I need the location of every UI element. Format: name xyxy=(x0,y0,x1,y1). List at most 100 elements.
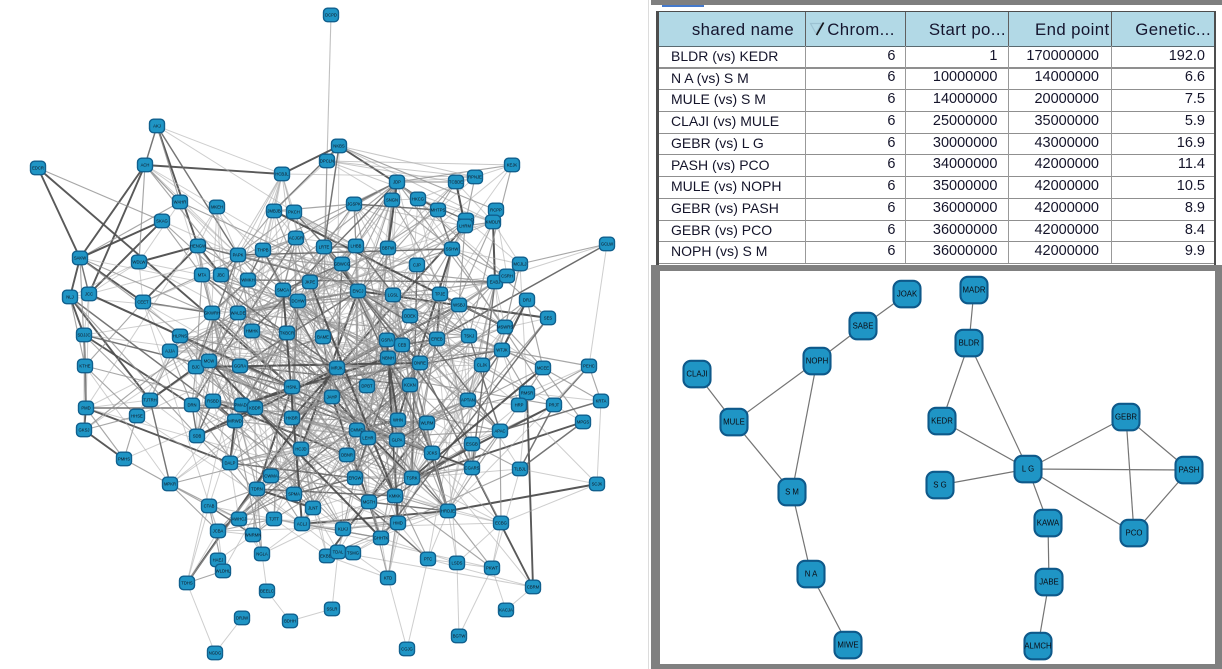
svg-text:CLAJI: CLAJI xyxy=(686,370,707,379)
svg-text:NOPH: NOPH xyxy=(806,357,829,366)
svg-text:JKPE: JKPE xyxy=(305,280,316,285)
svg-text:PCO: PCO xyxy=(1126,529,1143,538)
svg-text:SES: SES xyxy=(544,316,553,321)
svg-text:PMD: PMD xyxy=(81,406,90,411)
svg-text:TSRK: TSRK xyxy=(406,476,417,481)
svg-text:MHTPS: MHTPS xyxy=(431,208,446,213)
svg-text:KCKN: KCKN xyxy=(404,383,416,388)
svg-text:JABE: JABE xyxy=(1039,578,1059,587)
svg-text:JDP: JDP xyxy=(393,180,401,185)
svg-text:KEJK: KEJK xyxy=(507,163,518,168)
svg-text:CJP: CJP xyxy=(413,263,421,268)
svg-text:EREB: EREB xyxy=(431,337,443,342)
svg-text:GSRA: GSRA xyxy=(381,338,393,343)
svg-text:EKBBL: EKBBL xyxy=(320,554,334,559)
svg-text:GGRA: GGRA xyxy=(234,364,247,369)
svg-text:LRTE: LRTE xyxy=(319,245,330,250)
svg-text:RSBD: RSBD xyxy=(207,399,219,404)
svg-text:PMADK: PMADK xyxy=(235,403,250,408)
svg-text:LGSL: LGSL xyxy=(388,293,399,298)
svg-text:WHN: WHN xyxy=(393,418,403,423)
svg-text:WDLW: WDLW xyxy=(133,260,146,265)
svg-text:MPGS: MPGS xyxy=(577,420,590,425)
svg-text:TDHS: TDHS xyxy=(181,581,193,586)
svg-text:JLNT: JLNT xyxy=(308,506,318,511)
svg-text:DRN: DRN xyxy=(187,403,196,408)
svg-text:MCEE: MCEE xyxy=(537,366,549,371)
svg-text:NBNH: NBNH xyxy=(382,356,394,361)
svg-text:TSKJ: TSKJ xyxy=(464,334,474,339)
svg-text:MCJLJ: MCJLJ xyxy=(513,262,526,267)
svg-text:HHSE: HHSE xyxy=(131,414,143,419)
svg-text:KEDR: KEDR xyxy=(931,417,953,426)
svg-text:PASH: PASH xyxy=(1179,466,1200,475)
svg-text:APTAN: APTAN xyxy=(461,398,475,403)
svg-text:WAHR: WAHR xyxy=(174,200,187,205)
svg-text:WLDHL: WLDHL xyxy=(216,569,231,574)
svg-text:HCJD: HCJD xyxy=(295,447,306,452)
svg-text:WNRMN: WNRMN xyxy=(245,533,262,538)
svg-text:MTA: MTA xyxy=(198,273,207,278)
svg-text:MULE: MULE xyxy=(723,418,745,427)
svg-text:TLBJL: TLBJL xyxy=(514,467,527,472)
svg-text:WALDE: WALDE xyxy=(231,311,246,316)
svg-text:THPB: THPB xyxy=(257,248,268,253)
svg-text:HAEJ: HAEJ xyxy=(213,558,224,563)
svg-text:CBRM: CBRM xyxy=(527,585,540,590)
svg-text:TPJE: TPJE xyxy=(435,292,445,297)
svg-text:AWHCJ: AWHCJ xyxy=(232,517,247,522)
svg-text:CLJK: CLJK xyxy=(477,363,487,368)
svg-text:HSNL: HSNL xyxy=(286,385,298,390)
svg-text:GBWCG: GBWCG xyxy=(334,262,350,267)
svg-text:GHHTK: GHHTK xyxy=(374,536,389,541)
svg-text:AKJ: AKJ xyxy=(153,124,161,129)
svg-text:KLKJ: KLKJ xyxy=(338,527,348,532)
svg-text:CWMA: CWMA xyxy=(264,474,277,479)
svg-text:SAKW: SAKW xyxy=(74,256,86,261)
svg-text:APAC: APAC xyxy=(494,429,505,434)
svg-text:DBNR: DBNR xyxy=(341,453,353,458)
svg-text:KBDR: KBDR xyxy=(249,406,261,411)
svg-text:MPKR: MPKR xyxy=(164,482,176,487)
svg-text:MRWD: MRWD xyxy=(228,419,241,424)
svg-text:ALMCH: ALMCH xyxy=(1024,642,1051,651)
svg-text:KMDLR: KMDLR xyxy=(486,220,501,225)
svg-text:MRJK: MRJK xyxy=(331,366,343,371)
svg-text:NKBS: NKBS xyxy=(333,144,345,149)
svg-text:JCC: JCC xyxy=(85,292,93,297)
svg-text:EDCR: EDCR xyxy=(32,166,44,171)
svg-text:DDEK: DDEK xyxy=(404,314,416,319)
svg-text:CEB: CEB xyxy=(398,343,407,348)
svg-text:PMHS: PMHS xyxy=(118,457,130,462)
svg-text:EABJ: EABJ xyxy=(490,280,500,285)
svg-text:JGSPK: JGSPK xyxy=(347,202,361,207)
svg-text:TDAL: TDAL xyxy=(333,550,344,555)
svg-text:SKAG: SKAG xyxy=(156,219,168,224)
svg-text:PTC: PTC xyxy=(424,557,432,562)
svg-text:SPMA: SPMA xyxy=(288,492,300,497)
svg-text:LEHR: LEHR xyxy=(362,436,373,441)
svg-text:RPNJE: RPNJE xyxy=(468,175,482,180)
svg-text:DCPD: DCPD xyxy=(325,13,337,18)
svg-text:SSHW: SSHW xyxy=(446,247,459,252)
svg-text:JCBA: JCBA xyxy=(213,529,224,534)
svg-text:GKWRH: GKWRH xyxy=(204,311,220,316)
svg-text:DPBT: DPBT xyxy=(361,384,373,389)
svg-text:HLPNS: HLPNS xyxy=(173,334,187,339)
svg-text:KTD: KTD xyxy=(384,576,392,581)
svg-text:LSDS: LSDS xyxy=(452,561,463,566)
svg-text:MIWE: MIWE xyxy=(837,641,858,650)
svg-text:L G: L G xyxy=(1022,465,1034,474)
svg-text:ECBG: ECBG xyxy=(495,521,507,526)
svg-text:WSBJ: WSBJ xyxy=(453,303,465,308)
svg-text:BAME: BAME xyxy=(317,335,329,340)
svg-text:SCJK: SCJK xyxy=(592,482,603,487)
svg-text:CEET: CEET xyxy=(137,300,149,305)
svg-text:N A: N A xyxy=(805,570,818,579)
svg-text:JBC: JBC xyxy=(217,273,225,278)
svg-text:HMHK: HMHK xyxy=(246,329,259,334)
svg-text:SABE: SABE xyxy=(853,322,874,331)
svg-text:WLRM: WLRM xyxy=(421,421,434,426)
svg-text:GLPA: GLPA xyxy=(392,438,403,443)
svg-text:S G: S G xyxy=(933,481,946,490)
